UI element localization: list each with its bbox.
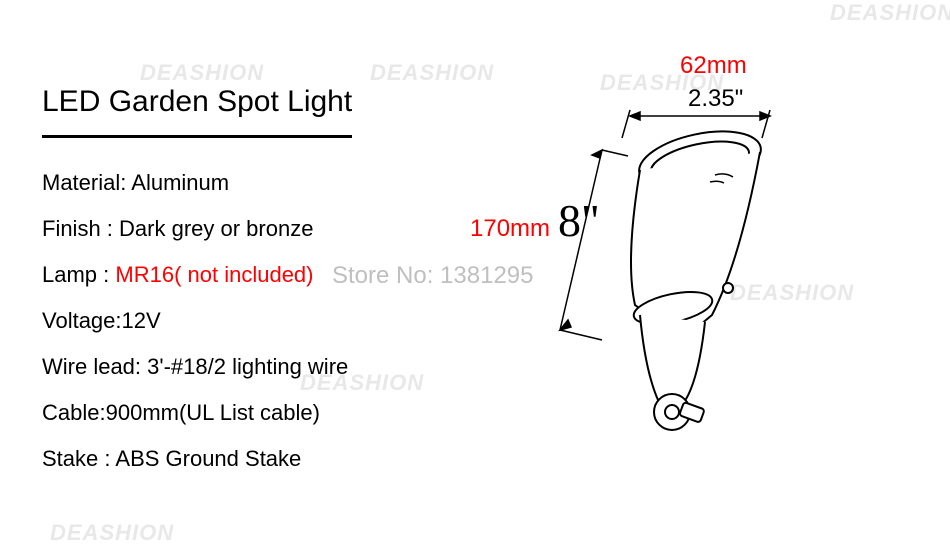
title-underline	[42, 135, 352, 138]
spec-row: Cable:900mm(UL List cable)	[42, 400, 348, 426]
spec-value: Aluminum	[131, 170, 229, 195]
spec-row: Finish : Dark grey or bronze	[42, 216, 348, 242]
watermark: DEASHION	[50, 520, 174, 546]
spec-label: Finish	[42, 216, 107, 241]
spec-label: Lamp	[42, 262, 103, 287]
spec-value: MR16( not included)	[115, 262, 313, 287]
page-title: LED Garden Spot Light	[42, 85, 352, 119]
spec-value: ABS Ground Stake	[115, 446, 301, 471]
spec-label: Stake	[42, 446, 104, 471]
spec-row: Wire lead: 3'-#18/2 lighting wire	[42, 354, 348, 380]
spec-list: Material: Aluminum Finish : Dark grey or…	[42, 170, 348, 492]
watermark: DEASHION	[140, 60, 264, 86]
spec-value: 900mm(UL List cable)	[106, 400, 320, 425]
spec-label: Voltage	[42, 308, 115, 333]
spec-row: Voltage:12V	[42, 308, 348, 334]
spec-row: Stake : ABS Ground Stake	[42, 446, 348, 472]
spec-label: Material	[42, 170, 120, 195]
spec-row: Lamp : MR16( not included)	[42, 262, 348, 288]
spec-label: Cable	[42, 400, 99, 425]
spec-value: Dark grey or bronze	[119, 216, 313, 241]
watermark: DEASHION	[830, 0, 950, 26]
spec-row: Material: Aluminum	[42, 170, 348, 196]
spec-label: Wire lead	[42, 354, 135, 379]
spec-value: 3'-#18/2 lighting wire	[147, 354, 348, 379]
product-diagram	[450, 40, 930, 480]
spec-value: 12V	[122, 308, 161, 333]
